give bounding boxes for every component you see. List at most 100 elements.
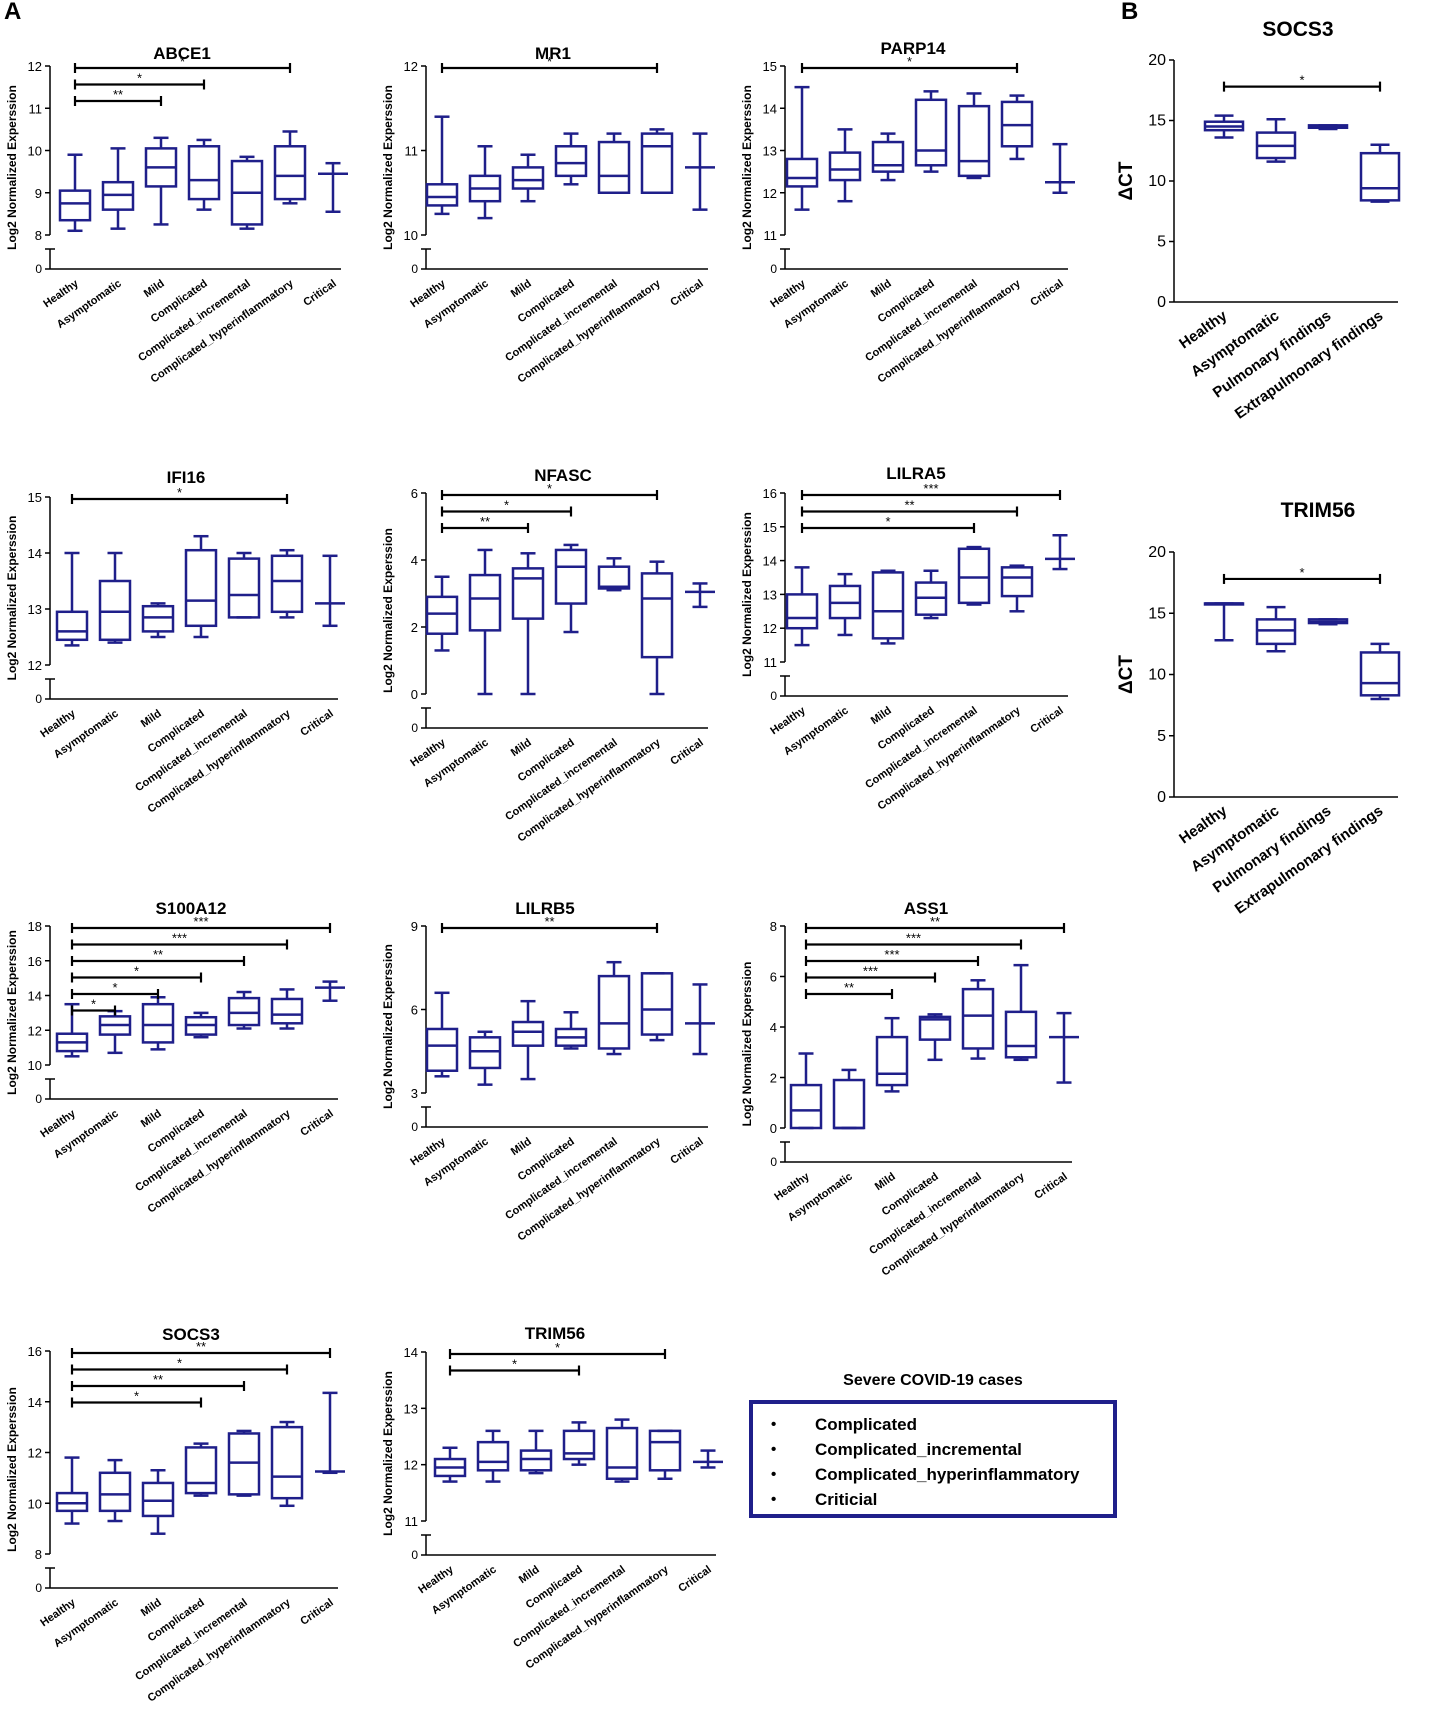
iqr-box	[227, 1432, 261, 1496]
significance-bracket: *	[73, 71, 206, 90]
iqr-box	[554, 145, 588, 178]
x-tick-label: Mild	[869, 278, 894, 300]
y-tick-label: 12	[28, 1446, 42, 1461]
y-axis-label: Log2 Normalized Experssion	[740, 85, 754, 250]
y-tick-label: 0	[35, 262, 42, 276]
significance-label: *	[547, 54, 552, 69]
iqr-box	[468, 573, 502, 632]
box-plot-socs3: SOCS3 0 8 10 12 14 16 Log2 Normalized Experssio…	[5, 1325, 345, 1705]
iqr-box	[597, 565, 631, 590]
box-critical	[1045, 142, 1075, 194]
y-tick-label: 13	[28, 602, 42, 617]
significance-bracket: ***	[70, 931, 289, 950]
box-mild	[144, 136, 178, 226]
x-tick-label: Mild	[509, 278, 534, 300]
y-tick-label: 15	[1148, 605, 1166, 622]
chart-title: MR1	[535, 44, 571, 63]
box-critical	[685, 582, 715, 609]
iqr-box	[1004, 1010, 1038, 1059]
y-tick-label: 13	[763, 144, 777, 159]
significance-label: *	[177, 485, 182, 500]
box-complicated	[914, 569, 948, 620]
y-axis-label: Log2 Normalized Experssion	[5, 516, 19, 681]
box-complicated_hyperinflammatory	[640, 972, 674, 1042]
box-critical	[318, 161, 348, 214]
box-complicated_hyperinflammatory	[270, 988, 304, 1030]
box-complicated	[184, 534, 218, 639]
chart-title: LILRB5	[515, 899, 575, 918]
iqr-box	[425, 1027, 459, 1072]
box-complicated	[562, 1421, 596, 1466]
y-tick-label: 6	[411, 1003, 418, 1018]
y-tick-label: 15	[28, 490, 42, 505]
box-mild	[141, 602, 175, 639]
box-complicated	[918, 1013, 952, 1062]
x-tick-label: Mild	[509, 737, 534, 759]
y-tick-label: 0	[35, 1092, 42, 1106]
legend-item: Complicated_hyperinflammatory	[753, 1462, 1113, 1487]
box-complicated_hyperinflammatory	[270, 1420, 304, 1508]
box-extrapulmonary findings	[1359, 143, 1401, 203]
y-axis-label: Log2 Normalized Experssion	[740, 962, 754, 1127]
x-tick-label: Critical	[668, 737, 705, 768]
significance-bracket: *	[800, 54, 1019, 73]
iqr-box	[511, 1020, 545, 1047]
iqr-box	[468, 1036, 502, 1070]
box-complicated_incremental	[597, 960, 631, 1056]
x-tick-label: Healthy	[768, 704, 808, 737]
significance-label: **	[153, 1372, 163, 1387]
significance-label: *	[504, 498, 509, 513]
significance-label: ***	[172, 931, 187, 946]
y-tick-label: 0	[770, 262, 777, 276]
box-critical	[1049, 1011, 1079, 1084]
y-tick-label: 12	[404, 1458, 418, 1473]
iqr-box	[227, 996, 261, 1027]
y-tick-label: 0	[411, 1120, 418, 1134]
box-mild	[511, 999, 545, 1081]
y-tick-label: 14	[28, 1395, 42, 1410]
y-tick-label: 10	[28, 1058, 42, 1073]
iqr-box	[961, 987, 995, 1050]
significance-label: *	[177, 1356, 182, 1371]
box-complicated_incremental	[957, 545, 991, 606]
chart-title: TRIM56	[525, 1324, 585, 1343]
iqr-box	[55, 1491, 89, 1513]
box-asymptomatic	[468, 145, 502, 220]
significance-bracket: *	[800, 514, 976, 533]
x-tick-label: Critical	[298, 708, 335, 739]
y-tick-label: 18	[28, 919, 42, 934]
significance-bracket: **	[440, 514, 530, 533]
y-tick-label: 10	[1148, 173, 1166, 190]
significance-label: *	[91, 997, 96, 1012]
y-tick-label: 14	[763, 101, 777, 116]
iqr-box	[828, 151, 862, 182]
box-critical	[1045, 534, 1075, 571]
x-tick-label: Mild	[139, 708, 164, 730]
box-asymptomatic	[468, 1030, 502, 1086]
significance-bracket: *	[440, 481, 659, 500]
box-plot-ifi16: IFI16 0 12 13 14 15 Log2 Normalized Experssion…	[5, 468, 345, 816]
box-mild	[871, 569, 905, 645]
iqr-box	[957, 547, 991, 605]
y-axis-label: Log2 Normalized Experssion	[381, 944, 395, 1109]
y-tick-label: 0	[770, 1155, 777, 1169]
chart-title: PARP14	[881, 39, 946, 58]
iqr-box	[98, 579, 132, 642]
box-complicated	[184, 1011, 218, 1039]
iqr-box	[141, 1002, 175, 1044]
significance-label: **	[153, 947, 163, 962]
y-tick-label: 12	[404, 59, 418, 74]
x-tick-label: Mild	[139, 1597, 164, 1619]
iqr-box	[270, 554, 304, 614]
y-tick-label: 13	[763, 587, 777, 602]
iqr-box	[871, 140, 905, 173]
y-tick-label: 2	[411, 620, 418, 635]
x-tick-label: Healthy	[41, 277, 81, 310]
box-asymptomatic	[1255, 605, 1297, 653]
y-tick-label: 0	[411, 1548, 418, 1562]
box-complicated_incremental	[597, 557, 631, 592]
significance-label: *	[512, 1357, 517, 1372]
chart-title: ASS1	[904, 899, 948, 918]
y-axis-label: ΔCT	[1116, 655, 1137, 694]
